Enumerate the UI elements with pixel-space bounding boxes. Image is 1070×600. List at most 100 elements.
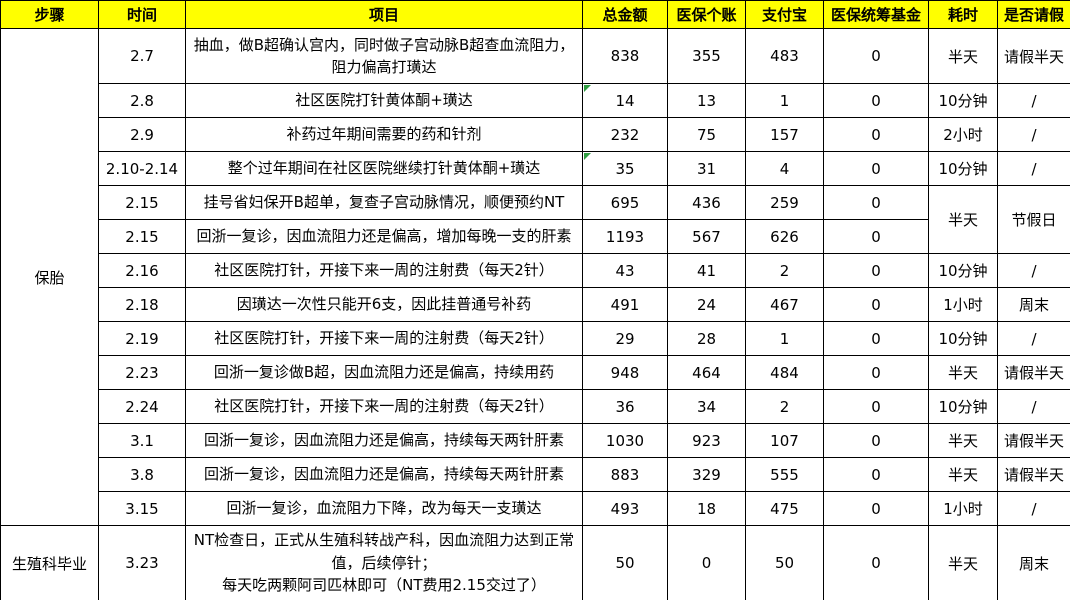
cell-leave[interactable]: 请假半天 [997,28,1070,84]
cell-duration[interactable]: 半天 [928,457,998,492]
cell-insurance[interactable]: 34 [667,389,746,424]
cell-step-group[interactable]: 生殖科毕业 [0,525,99,600]
cell-alipay[interactable]: 259 [745,185,824,220]
cell-fund[interactable]: 0 [823,28,929,84]
cell-item[interactable]: 回浙一复诊，血流阻力下降，改为每天一支璜达 [185,491,583,526]
cell-total[interactable]: 29 [582,321,668,356]
cell-total[interactable]: 36 [582,389,668,424]
cell-total[interactable]: 50 [582,525,668,600]
cell-duration[interactable]: 10分钟 [928,253,998,288]
cell-leave[interactable]: 请假半天 [997,457,1070,492]
cell-duration[interactable]: 10分钟 [928,151,998,186]
cell-total[interactable]: 493 [582,491,668,526]
cell-fund[interactable]: 0 [823,219,929,254]
cell-duration[interactable]: 半天 [928,28,998,84]
cell-insurance[interactable]: 18 [667,491,746,526]
cell-insurance[interactable]: 24 [667,287,746,322]
cell-leave[interactable]: / [997,491,1070,526]
cell-duration[interactable]: 半天 [928,355,998,390]
cell-insurance[interactable]: 329 [667,457,746,492]
col-header-alipay[interactable]: 支付宝 [745,0,824,29]
cell-insurance[interactable]: 13 [667,83,746,118]
cell-insurance[interactable]: 355 [667,28,746,84]
cell-alipay[interactable]: 2 [745,253,824,288]
cell-time[interactable]: 2.10-2.14 [98,151,186,186]
cell-fund[interactable]: 0 [823,355,929,390]
cell-insurance[interactable]: 923 [667,423,746,458]
cell-leave[interactable]: / [997,389,1070,424]
cell-insurance[interactable]: 75 [667,117,746,152]
cell-alipay[interactable]: 1 [745,83,824,118]
cell-alipay[interactable]: 555 [745,457,824,492]
cell-item[interactable]: 补药过年期间需要的药和针剂 [185,117,583,152]
cell-fund[interactable]: 0 [823,321,929,356]
cell-item[interactable]: 挂号省妇保开B超单，复查子宫动脉情况，顺便预约NT [185,185,583,220]
cell-item[interactable]: 整个过年期间在社区医院继续打针黄体酮+璜达 [185,151,583,186]
cell-insurance[interactable]: 464 [667,355,746,390]
col-header-insurance-account[interactable]: 医保个账 [667,0,746,29]
cell-leave[interactable]: / [997,151,1070,186]
cell-total[interactable]: 491 [582,287,668,322]
cell-leave[interactable]: / [997,321,1070,356]
col-header-step[interactable]: 步骤 [0,0,99,29]
cell-duration[interactable]: 半天 [928,423,998,458]
cell-fund[interactable]: 0 [823,185,929,220]
cell-time[interactable]: 2.9 [98,117,186,152]
cell-total[interactable]: 1030 [582,423,668,458]
cell-item[interactable]: 抽血，做B超确认宫内，同时做子宫动脉B超查血流阻力，阻力偏高打璜达 [185,28,583,84]
cell-alipay[interactable]: 467 [745,287,824,322]
cell-insurance[interactable]: 41 [667,253,746,288]
col-header-total[interactable]: 总金额 [582,0,668,29]
cell-fund[interactable]: 0 [823,117,929,152]
col-header-leave[interactable]: 是否请假 [997,0,1070,29]
cell-time[interactable]: 3.15 [98,491,186,526]
cell-fund[interactable]: 0 [823,151,929,186]
cell-item[interactable]: 回浙一复诊，因血流阻力还是偏高，增加每晚一支的肝素 [185,219,583,254]
cell-step-group[interactable]: 保胎 [0,28,99,526]
cell-leave[interactable]: 请假半天 [997,355,1070,390]
cell-fund[interactable]: 0 [823,83,929,118]
cell-time[interactable]: 3.8 [98,457,186,492]
cell-time[interactable]: 3.1 [98,423,186,458]
cell-leave[interactable]: 周末 [997,287,1070,322]
cell-item[interactable]: 回浙一复诊，因血流阻力还是偏高，持续每天两针肝素 [185,457,583,492]
cell-item[interactable]: 社区医院打针，开接下来一周的注射费（每天2针） [185,253,583,288]
cell-duration[interactable]: 1小时 [928,491,998,526]
cell-leave[interactable]: / [997,253,1070,288]
cell-item[interactable]: 回浙一复诊，因血流阻力还是偏高，持续每天两针肝素 [185,423,583,458]
cell-alipay[interactable]: 484 [745,355,824,390]
cell-fund[interactable]: 0 [823,525,929,600]
cell-time[interactable]: 2.18 [98,287,186,322]
cell-alipay[interactable]: 1 [745,321,824,356]
cell-time[interactable]: 2.19 [98,321,186,356]
cell-total[interactable]: 695 [582,185,668,220]
cell-insurance[interactable]: 0 [667,525,746,600]
cell-leave[interactable]: / [997,117,1070,152]
cell-alipay[interactable]: 4 [745,151,824,186]
cell-time[interactable]: 2.23 [98,355,186,390]
cell-duration[interactable]: 10分钟 [928,321,998,356]
cell-time[interactable]: 2.15 [98,219,186,254]
cell-item[interactable]: NT检查日，正式从生殖科转战产科，因血流阻力达到正常值，后续停针； 每天吃两颗阿… [185,525,583,600]
cell-insurance[interactable]: 436 [667,185,746,220]
cell-duration[interactable]: 半天 [928,185,998,254]
cell-duration[interactable]: 1小时 [928,287,998,322]
cell-time[interactable]: 2.15 [98,185,186,220]
cell-item[interactable]: 社区医院打针，开接下来一周的注射费（每天2针） [185,321,583,356]
cell-alipay[interactable]: 626 [745,219,824,254]
cell-insurance[interactable]: 28 [667,321,746,356]
cell-time[interactable]: 2.24 [98,389,186,424]
cell-fund[interactable]: 0 [823,287,929,322]
cell-alipay[interactable]: 2 [745,389,824,424]
cell-leave[interactable]: 节假日 [997,185,1070,254]
cell-fund[interactable]: 0 [823,253,929,288]
cell-item[interactable]: 因璜达一次性只能开6支，因此挂普通号补药 [185,287,583,322]
cell-leave[interactable]: / [997,83,1070,118]
cell-fund[interactable]: 0 [823,457,929,492]
cell-total[interactable]: 14 [582,83,668,118]
cell-item[interactable]: 社区医院打针，开接下来一周的注射费（每天2针） [185,389,583,424]
cell-alipay[interactable]: 475 [745,491,824,526]
cell-time[interactable]: 3.23 [98,525,186,600]
cell-duration[interactable]: 2小时 [928,117,998,152]
cell-alipay[interactable]: 107 [745,423,824,458]
